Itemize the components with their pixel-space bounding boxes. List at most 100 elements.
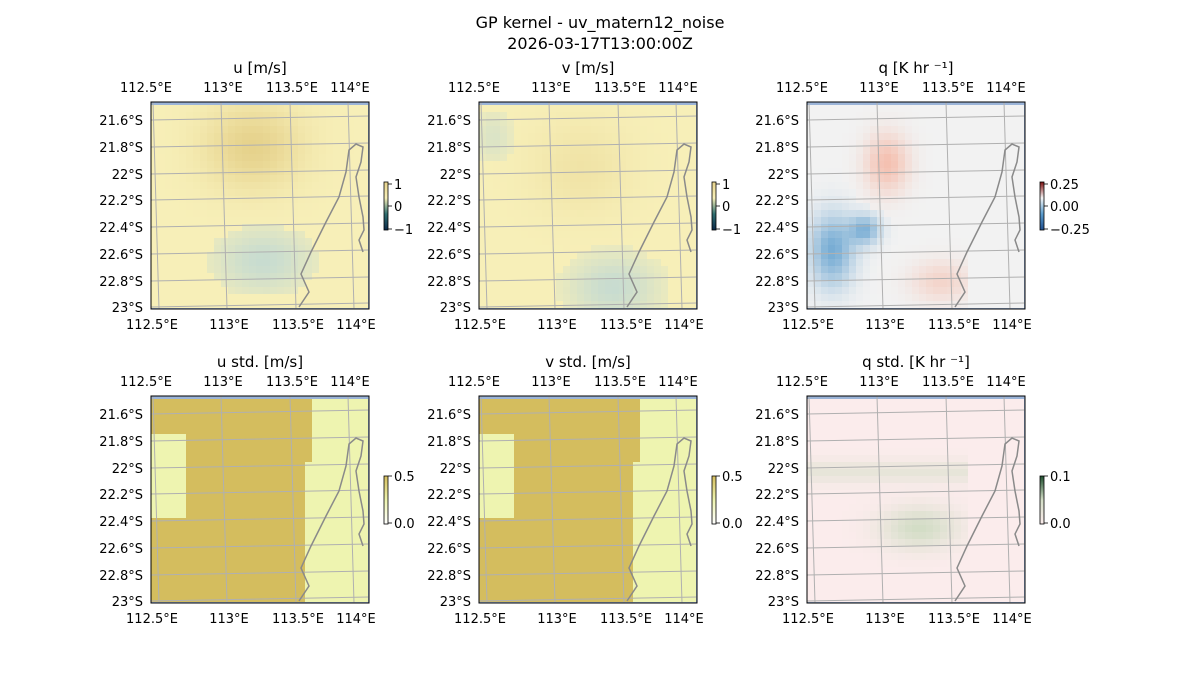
heatmap-cell [668,280,675,287]
heatmap-cell [821,210,828,217]
heatmap-cell [563,441,570,448]
heatmap-cell [221,399,228,406]
heatmap-cell [535,168,542,175]
heatmap-cell [347,154,354,161]
heatmap-cell [347,553,354,560]
heatmap-cell [151,588,158,595]
heatmap-cell [284,273,291,280]
heatmap-cell [165,413,172,420]
heatmap-cell [172,189,179,196]
heatmap-cell [682,490,689,497]
heatmap-cell [668,476,675,483]
heatmap-cell [298,518,305,525]
heatmap-cell [172,168,179,175]
heatmap-cell [486,140,493,147]
heatmap-cell [633,511,640,518]
heatmap-cell [158,497,165,504]
heatmap-cell [263,273,270,280]
heatmap-cell [521,203,528,210]
heatmap-cell [1017,420,1024,427]
heatmap-cell [563,210,570,217]
heatmap-cell [284,469,291,476]
heatmap-cell [207,469,214,476]
heatmap-cell [186,413,193,420]
heatmap-cell [228,238,235,245]
heatmap-cell [535,259,542,266]
heatmap-cell [319,497,326,504]
heatmap-cell [193,469,200,476]
heatmap-cell [542,462,549,469]
heatmap-cell [870,294,877,301]
heatmap-cell [326,553,333,560]
heatmap-cell [933,105,940,112]
heatmap-cell [535,455,542,462]
heatmap-cell [291,574,298,581]
heatmap-cell [493,588,500,595]
heatmap-cell [151,413,158,420]
heatmap-cell [563,546,570,553]
heatmap-cell [528,133,535,140]
heatmap-cell [654,119,661,126]
heatmap-cell [486,231,493,238]
heatmap-cell [856,434,863,441]
heatmap-cell [556,469,563,476]
heatmap-cell [940,406,947,413]
heatmap-cell [947,210,954,217]
heatmap-cell [975,189,982,196]
heatmap-cell [926,196,933,203]
heatmap-cell [256,462,263,469]
heatmap-cell [640,210,647,217]
heatmap-cell [898,427,905,434]
heatmap-cell [542,553,549,560]
heatmap-cell [486,161,493,168]
heatmap-cell [242,441,249,448]
heatmap-cell [870,280,877,287]
heatmap-cell [305,469,312,476]
heatmap-cell [305,252,312,259]
heatmap-cell [598,203,605,210]
heatmap-cell [612,511,619,518]
heatmap-cell [577,266,584,273]
heatmap-cell [354,245,361,252]
heatmap-cell [291,504,298,511]
heatmap-cell [835,175,842,182]
heatmap-cell [919,280,926,287]
y-tick-label: 22.2°S [99,488,143,503]
heatmap-cell [647,273,654,280]
heatmap-cell [500,574,507,581]
heatmap-cell [486,483,493,490]
heatmap-cell [912,231,919,238]
heatmap-cell [577,434,584,441]
heatmap-cell [591,231,598,238]
heatmap-cell [542,469,549,476]
heatmap-cell [221,581,228,588]
heatmap-cell [989,231,996,238]
heatmap-cell [500,238,507,245]
heatmap-cell [689,546,696,553]
heatmap-cell [186,280,193,287]
heatmap-cell [319,210,326,217]
heatmap-cell [905,455,912,462]
heatmap-cell [549,427,556,434]
heatmap-cell [535,280,542,287]
heatmap-cell [347,259,354,266]
heatmap-cell [835,119,842,126]
heatmap-cell [172,280,179,287]
heatmap-cell [570,217,577,224]
heatmap-cell [521,560,528,567]
gridline-horizontal [806,222,1026,228]
heatmap-cell [228,441,235,448]
heatmap-cell [619,217,626,224]
heatmap-cell [500,189,507,196]
heatmap-cell [626,105,633,112]
heatmap-cell [333,217,340,224]
heatmap-cell [570,553,577,560]
heatmap-cell [570,567,577,574]
heatmap-cell [605,217,612,224]
heatmap-cell [542,182,549,189]
heatmap-cell [591,224,598,231]
heatmap-cell [354,532,361,539]
heatmap-cell [298,203,305,210]
heatmap-cell [689,539,696,546]
heatmap-cell [891,399,898,406]
